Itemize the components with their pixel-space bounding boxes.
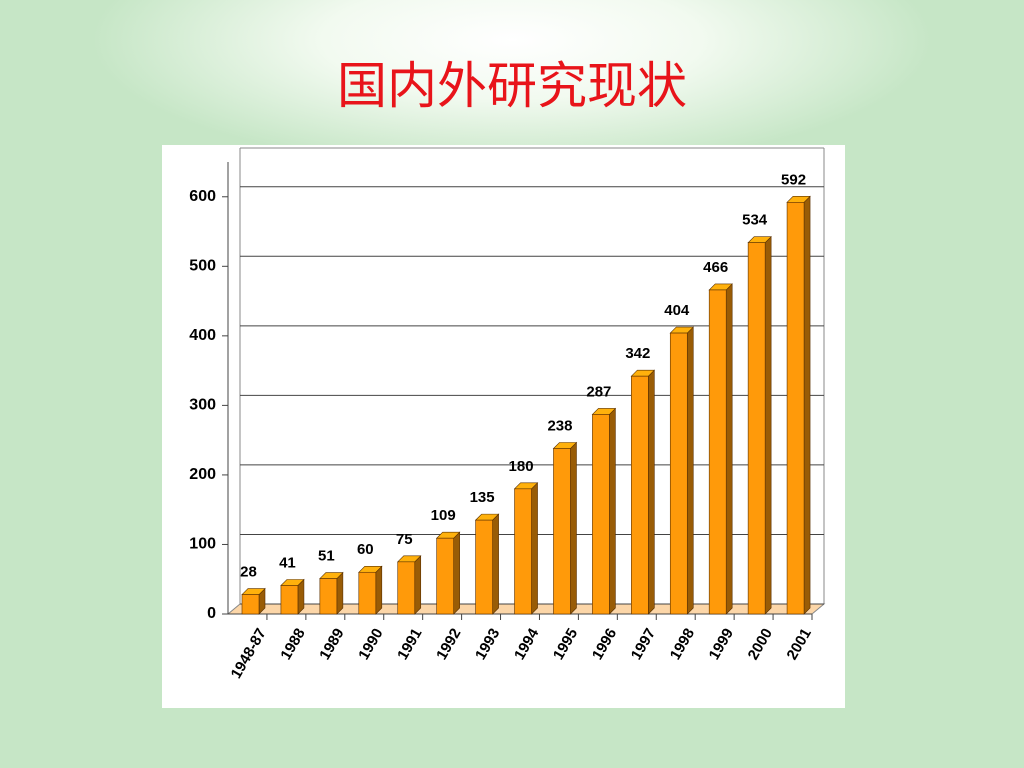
x-tick-label: 1993	[472, 625, 503, 662]
x-tick-label: 1991	[394, 625, 425, 662]
bar	[358, 565, 383, 615]
value-label: 51	[318, 548, 335, 565]
bar	[669, 326, 694, 615]
bar	[747, 235, 772, 615]
y-tick-label: 600	[189, 188, 216, 205]
bar-front	[475, 519, 493, 615]
bar-side	[453, 531, 460, 615]
x-tick-label: 1948-87	[228, 625, 270, 681]
x-tick-label: 2001	[783, 625, 814, 662]
bar	[513, 482, 539, 615]
bar-side	[336, 571, 344, 615]
bar-side	[725, 283, 733, 615]
bar	[435, 531, 461, 615]
y-tick-label: 500	[189, 258, 216, 275]
bar	[474, 513, 500, 615]
value-label: 109	[431, 507, 456, 524]
x-tick-label: 1988	[277, 625, 308, 662]
bar	[708, 283, 733, 615]
bar	[786, 195, 811, 615]
bar-side	[648, 369, 655, 615]
value-label: 41	[279, 554, 296, 571]
x-tick-label: 2000	[745, 625, 776, 662]
x-tick-label: 1995	[550, 625, 581, 662]
bar	[552, 441, 578, 615]
x-tick-label: 1989	[316, 625, 347, 662]
bar-side	[414, 555, 422, 615]
value-label: 534	[742, 212, 768, 229]
bar	[397, 555, 422, 615]
bar-front	[553, 448, 571, 615]
bar-side	[570, 441, 577, 615]
bar	[280, 578, 305, 615]
y-tick-label: 400	[189, 327, 216, 344]
bar	[319, 571, 344, 615]
value-label: 466	[703, 259, 728, 276]
slide-title: 国内外研究现状	[337, 57, 687, 115]
bar	[241, 587, 266, 615]
value-label: 180	[509, 458, 534, 475]
value-label: 592	[781, 171, 806, 188]
value-label: 60	[357, 541, 374, 558]
value-label: 75	[396, 531, 413, 548]
bar-front	[319, 578, 338, 615]
bar-front	[786, 202, 805, 615]
bar-front	[631, 375, 649, 615]
y-tick-label: 100	[189, 536, 216, 553]
value-label: 135	[470, 489, 495, 506]
x-tick-label: 1994	[511, 625, 543, 663]
bar-side	[375, 565, 383, 615]
bar	[630, 369, 656, 615]
value-label: 238	[547, 417, 572, 434]
bar-front	[241, 594, 260, 615]
bar-front	[592, 414, 610, 615]
bar-front	[280, 585, 299, 615]
bar-front	[514, 488, 532, 615]
value-label: 28	[240, 563, 257, 580]
bar-side	[492, 513, 499, 615]
bar-side	[803, 195, 811, 615]
x-tick-label: 1992	[433, 625, 464, 662]
x-tick-label: 1990	[355, 625, 386, 662]
value-label: 404	[664, 302, 690, 319]
x-tick-label: 1997	[628, 625, 659, 662]
bar-front	[397, 561, 416, 615]
bar-front	[358, 571, 377, 615]
x-tick-label: 1996	[589, 625, 620, 662]
bar-front	[747, 242, 766, 615]
bar-side	[686, 326, 694, 615]
value-label: 287	[586, 383, 611, 400]
bar-front	[436, 537, 454, 615]
bar-side	[531, 482, 538, 615]
value-label: 342	[625, 345, 650, 362]
bar-side	[764, 235, 772, 615]
y-tick-label: 0	[207, 605, 216, 622]
bar	[591, 407, 617, 615]
bar-side	[609, 407, 616, 615]
x-tick-label: 1999	[706, 625, 737, 662]
y-tick-label: 200	[189, 466, 216, 483]
x-tick-label: 1998	[667, 625, 698, 662]
bar-front	[708, 289, 727, 615]
y-tick-label: 300	[189, 397, 216, 414]
bar-front	[669, 332, 688, 615]
